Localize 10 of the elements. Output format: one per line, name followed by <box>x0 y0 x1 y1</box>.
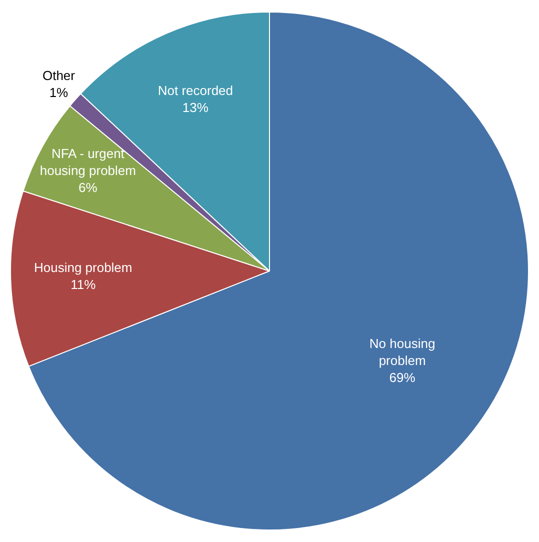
data-label: 13% <box>182 100 209 115</box>
slice-label: Housing problem <box>34 260 132 275</box>
data-label: 6% <box>78 180 98 195</box>
slice-label: Not recorded <box>158 82 234 98</box>
data-label: 1% <box>49 85 69 100</box>
slice-label: No housing problem <box>369 336 436 368</box>
slice-label: NFA - urgent housing problem <box>40 146 136 178</box>
data-label: 69% <box>389 370 416 385</box>
slice-label: Other <box>42 68 76 84</box>
data-label: 11% <box>70 276 96 292</box>
